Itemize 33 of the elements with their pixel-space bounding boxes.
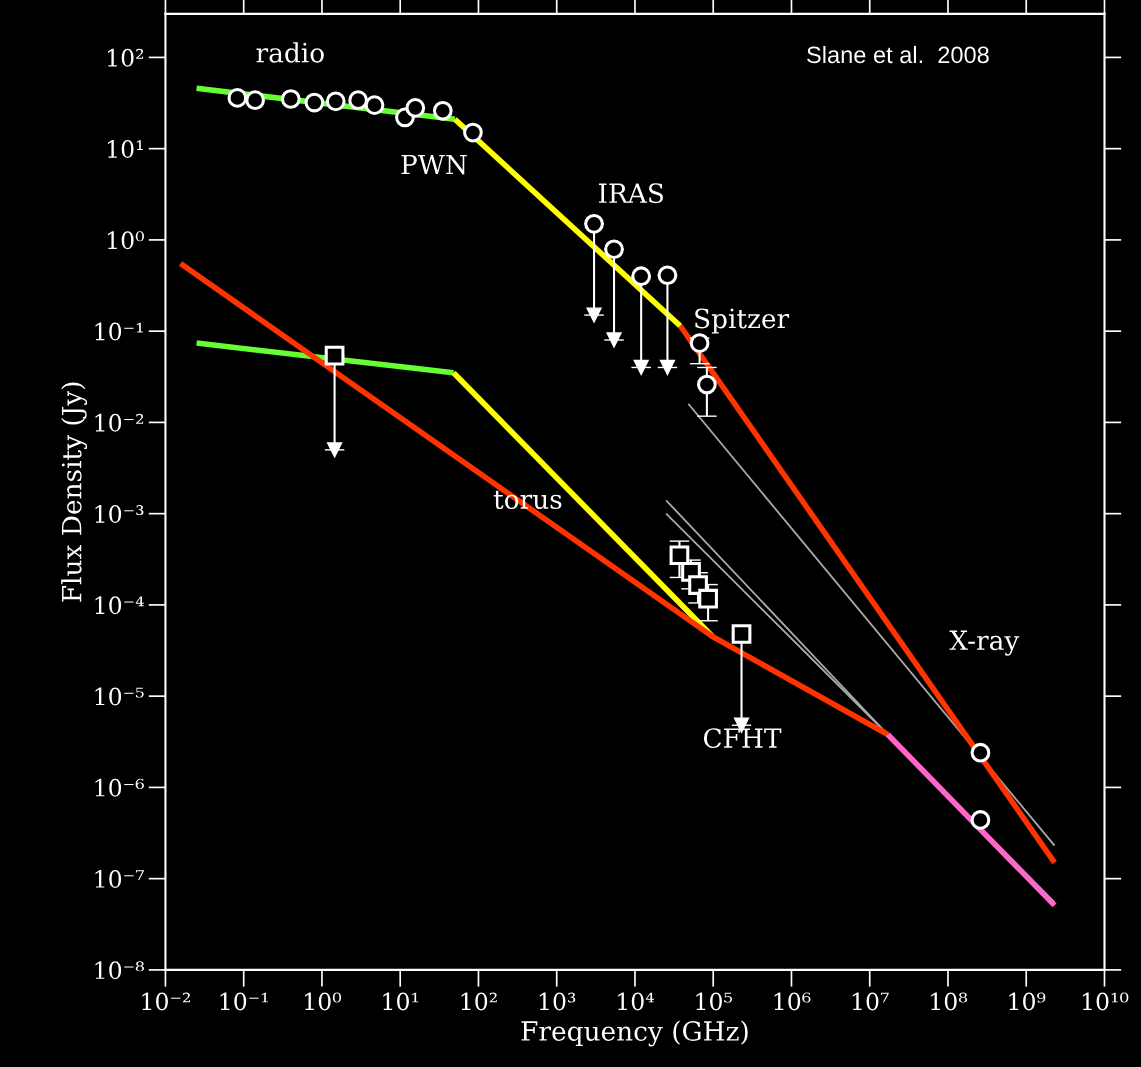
annotation: IRAS: [598, 183, 663, 204]
x-tick-label: 10⁸: [931, 992, 968, 1011]
annotation: Spitzer: [695, 308, 790, 334]
annotation: radio: [256, 42, 324, 63]
y-tick-label: 10⁻⁷: [95, 870, 144, 888]
x-tick-label: 10⁷: [852, 992, 889, 1011]
x-axis-title: Frequency (GHz): [521, 1020, 748, 1047]
x-tick-label: 10⁻²: [142, 992, 190, 1011]
annotation: CFHT: [703, 728, 782, 749]
y-tick-label: 10⁰: [107, 231, 144, 250]
x-tick-label: 10²: [461, 992, 497, 1011]
y-tick-label: 10⁻³: [95, 505, 144, 523]
y-tick-label: 10⁻⁸: [95, 961, 144, 980]
annotation: Slane et al. 2008: [807, 45, 989, 64]
x-tick-label: 10⁻¹: [220, 992, 268, 1011]
x-tick-label: 10³: [539, 992, 576, 1011]
y-tick-label: 10²: [107, 48, 144, 67]
x-tick-label: 10⁰: [305, 992, 342, 1011]
annotation: X-ray: [949, 630, 1020, 656]
x-tick-label: 10¹⁰: [1082, 992, 1129, 1011]
y-tick-label: 10⁻¹: [95, 322, 143, 341]
x-tick-label: 10⁹: [1009, 992, 1046, 1011]
x-tick-label: 10⁴: [618, 992, 654, 1011]
x-tick-label: 10¹: [383, 992, 419, 1011]
y-tick-label: 10⁻⁶: [95, 778, 144, 797]
x-tick-label: 10⁶: [774, 992, 811, 1011]
y-tick-label: 10¹: [107, 140, 143, 158]
annotation: PWN: [401, 154, 467, 175]
y-tick-label: 10⁻²: [95, 413, 144, 432]
y-axis-title: Flux Density (Jy): [61, 382, 88, 602]
x-tick-label: 10⁵: [696, 992, 733, 1011]
y-tick-label: 10⁻⁴: [95, 596, 144, 615]
y-tick-label: 10⁻⁵: [95, 687, 144, 706]
